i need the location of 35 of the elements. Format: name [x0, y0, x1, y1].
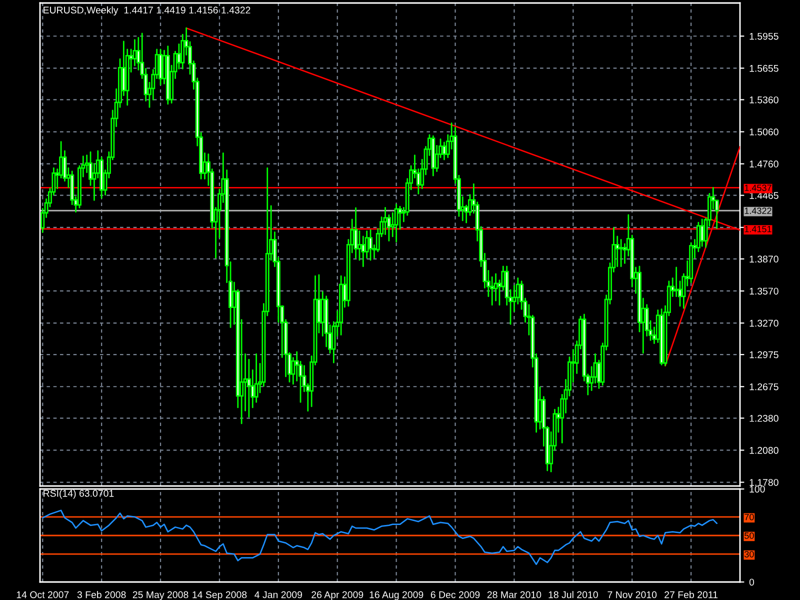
- y-tick-label: 1.3270: [750, 320, 778, 327]
- x-tick-label: 27 Feb 2011: [664, 591, 718, 598]
- y-tick-label: 1.5955: [750, 32, 778, 40]
- x-tick-label: 7 Nov 2010: [608, 591, 657, 598]
- x-tick-label: 14 Oct 2007: [16, 591, 69, 598]
- y-tick-label: 0: [749, 578, 754, 586]
- chart-title: EURUSD,Weekly 1.4417 1.4419 1.4156 1.4322: [44, 6, 250, 16]
- chart-title: RSI(14) 63.0701: [44, 490, 114, 499]
- x-tick-label: 28 Mar 2010: [487, 591, 542, 598]
- y-tick-label: 1.2975: [750, 351, 778, 358]
- y-tick-label: 1.2675: [750, 383, 778, 390]
- y-tick-label: 100: [750, 486, 765, 493]
- x-tick-label: 18 Jul 2010: [548, 591, 598, 598]
- ref-line-label: 70: [744, 514, 754, 520]
- y-tick-label: 1.2380: [750, 414, 778, 422]
- ref-line-label: 50: [744, 532, 754, 539]
- y-tick-label: 1.4760: [750, 160, 778, 168]
- ref-line-label: 1.4151: [744, 226, 772, 232]
- y-tick-label: 1.2080: [750, 446, 778, 454]
- ref-line-label: 1.4322: [744, 208, 772, 214]
- y-tick-label: 1.5655: [750, 64, 778, 72]
- x-tick-label: 4 Jan 2009: [254, 591, 302, 598]
- y-tick-label: 1.5060: [750, 128, 778, 136]
- x-tick-label: 26 Apr 2009: [312, 591, 364, 600]
- ref-line-label: 30: [744, 551, 754, 558]
- y-tick-label: 1.3870: [750, 256, 778, 263]
- x-tick-label: 3 Feb 2008: [77, 591, 126, 598]
- x-tick-label: 14 Sep 2008: [192, 591, 247, 600]
- y-tick-label: 1.3570: [750, 288, 778, 295]
- y-tick-label: 1.5360: [750, 96, 778, 104]
- ref-line-label: 1.4537: [744, 184, 772, 192]
- y-tick-label: 1.1780: [750, 478, 778, 486]
- x-tick-label: 6 Dec 2009: [430, 591, 480, 598]
- x-tick-label: 25 May 2008: [132, 591, 188, 600]
- x-tick-label: 16 Aug 2009: [370, 591, 424, 600]
